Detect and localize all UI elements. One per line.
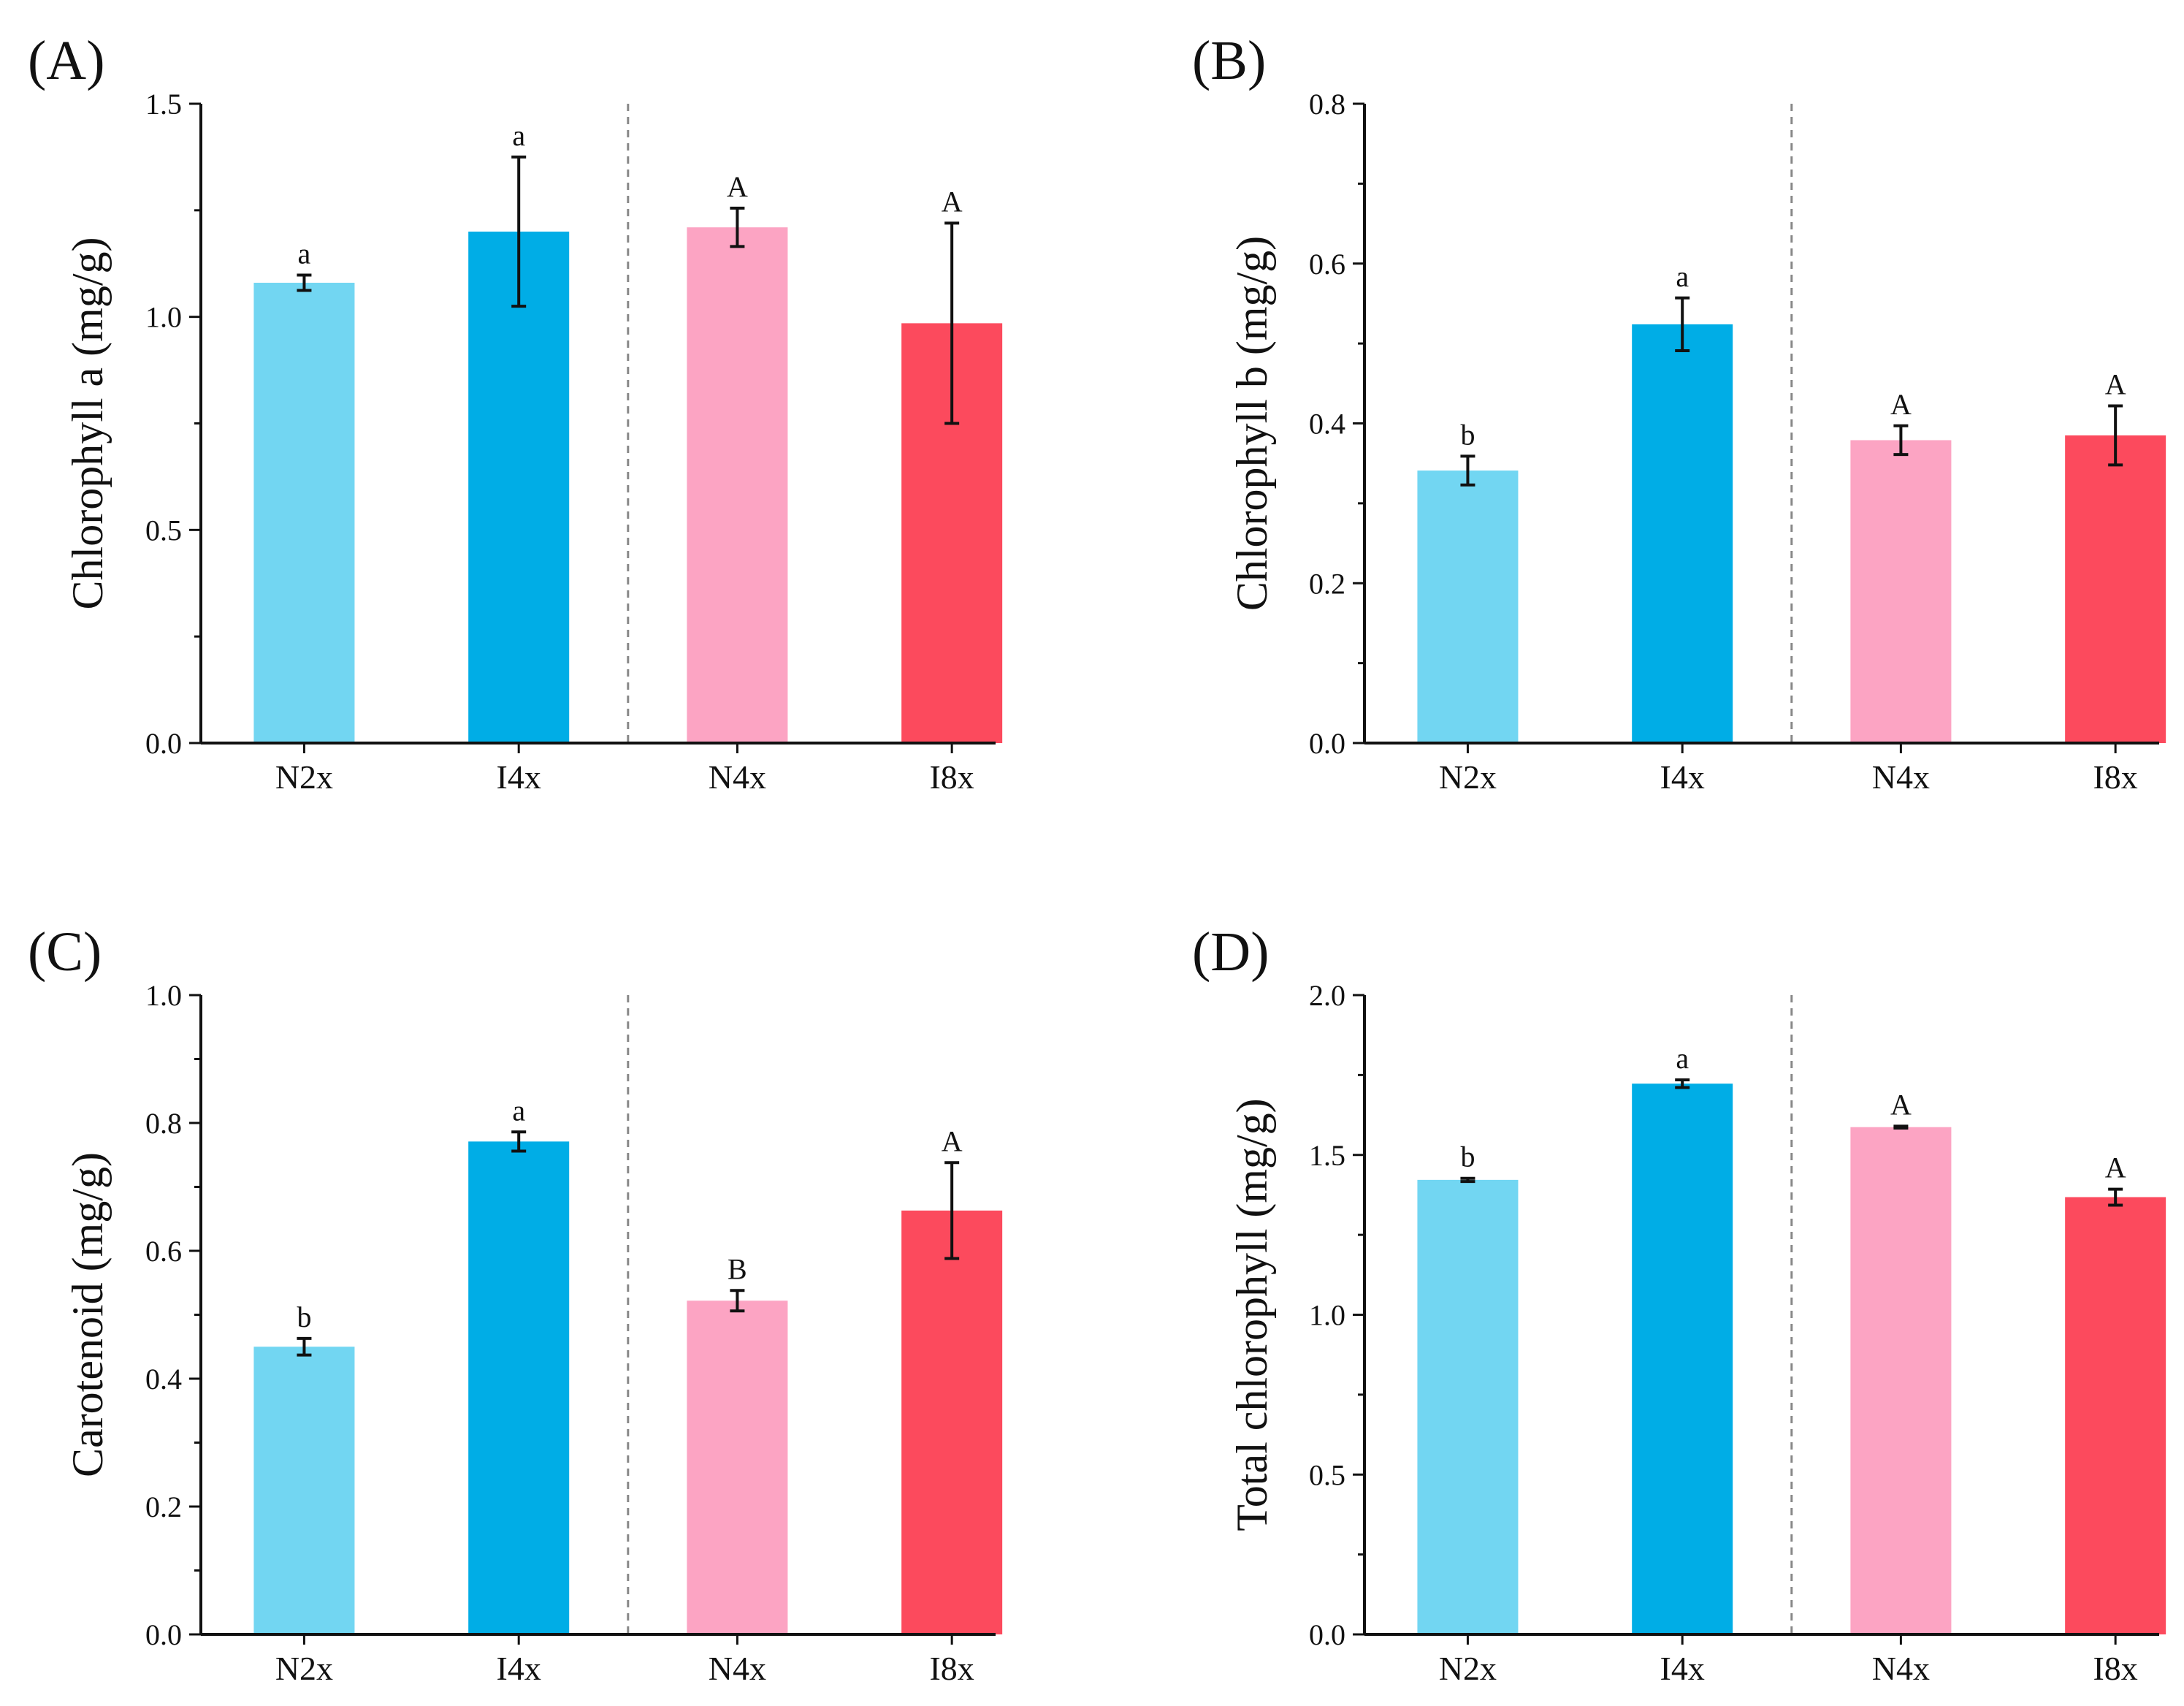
significance-label-I4x: a	[1676, 1042, 1689, 1075]
x-tick-label-N4x: N4x	[709, 758, 766, 796]
chart-panel-4: (D) Total chlorophyll (mg/g) b N2x a I4x A N4x A…	[1192, 921, 2166, 1687]
y-tick-label: 1.0	[1309, 1299, 1345, 1332]
x-tick-label-N2x: N2x	[275, 758, 333, 796]
x-tick-label-I8x: I8x	[2093, 758, 2137, 796]
x-tick-label-N2x: N2x	[1439, 1650, 1497, 1687]
y-axis-title: Chlorophyll b (mg/g)	[1228, 236, 1276, 611]
bar-I4x	[468, 1141, 570, 1634]
bar-N2x	[253, 1347, 355, 1634]
panel-label: (A)	[28, 30, 105, 91]
x-tick-label-N2x: N2x	[275, 1650, 333, 1687]
significance-label-I4x: a	[512, 119, 525, 152]
chart-panel-2: (B) Chlorophyll b (mg/g) b N2x a I4x A N4x A I8x 0…	[1192, 30, 2166, 796]
y-tick-label: 0.8	[145, 1107, 182, 1140]
bar-I8x	[2065, 435, 2166, 743]
y-tick-label: 0.5	[145, 514, 182, 547]
y-tick-label: 2.0	[1309, 979, 1345, 1012]
x-tick-label-I8x: I8x	[2093, 1650, 2137, 1687]
y-tick-label: 1.0	[145, 301, 182, 334]
x-tick-label-I8x: I8x	[929, 758, 974, 796]
x-tick-label-I4x: I4x	[1660, 1650, 1705, 1687]
y-tick-label: 0.6	[145, 1235, 182, 1268]
bar-I4x	[1632, 1084, 1733, 1634]
bar-N2x	[253, 283, 355, 743]
bar-I4x	[1632, 324, 1733, 743]
bar-I4x	[468, 232, 570, 743]
chart-panel-3: (C) Carotenoid (mg/g) b N2x a I4x B N4x A I8x 0.0 0…	[28, 921, 1003, 1687]
y-tick-label: 0.0	[1309, 727, 1345, 760]
significance-label-I8x: A	[942, 1124, 963, 1157]
significance-label-N4x: A	[1890, 1088, 1912, 1121]
bar-N4x	[1850, 440, 1952, 743]
significance-label-N4x: B	[728, 1252, 747, 1285]
y-tick-label: 0.2	[1309, 567, 1345, 600]
significance-label-I8x: A	[942, 185, 963, 218]
significance-label-I8x: A	[2105, 368, 2126, 400]
y-tick-label: 0.6	[1309, 248, 1345, 281]
significance-label-I4x: a	[1676, 260, 1689, 293]
significance-label-N2x: b	[1460, 1140, 1475, 1173]
significance-label-N4x: A	[1890, 388, 1912, 421]
y-tick-label: 0.0	[145, 1618, 182, 1651]
y-tick-label: 0.4	[145, 1363, 182, 1395]
significance-label-N2x: b	[1460, 418, 1475, 451]
bar-N4x	[687, 227, 788, 744]
x-tick-label-N2x: N2x	[1439, 758, 1497, 796]
x-tick-label-I4x: I4x	[497, 758, 541, 796]
x-tick-label-N4x: N4x	[1872, 758, 1930, 796]
x-tick-label-I4x: I4x	[1660, 758, 1705, 796]
y-tick-label: 0.4	[1309, 408, 1345, 441]
panel-label: (C)	[28, 921, 102, 983]
y-axis-title: Chlorophyll a (mg/g)	[64, 237, 112, 610]
panel-label: (D)	[1192, 921, 1269, 983]
significance-label-N2x: b	[297, 1301, 311, 1333]
chart-panel-1: (A) Chlorophyll a (mg/g) a N2x a I4x A N4x A I8x 0…	[28, 30, 1003, 796]
significance-label-I8x: A	[2105, 1151, 2126, 1184]
y-tick-label: 1.5	[145, 88, 182, 121]
significance-label-N2x: a	[298, 237, 311, 270]
y-axis-title: Total chlorophyll (mg/g)	[1228, 1098, 1276, 1531]
bar-I8x	[901, 1210, 1003, 1634]
bar-N2x	[1417, 471, 1519, 743]
bar-I8x	[2065, 1197, 2166, 1634]
y-tick-label: 0.0	[145, 727, 182, 760]
bar-N4x	[1850, 1127, 1952, 1634]
y-tick-label: 0.2	[145, 1490, 182, 1523]
significance-label-N4x: A	[727, 170, 748, 203]
y-tick-label: 0.8	[1309, 88, 1345, 121]
y-tick-label: 0.0	[1309, 1618, 1345, 1651]
x-tick-label-I8x: I8x	[929, 1650, 974, 1687]
y-tick-label: 0.5	[1309, 1458, 1345, 1491]
y-axis-title: Carotenoid (mg/g)	[64, 1152, 112, 1477]
x-tick-label-N4x: N4x	[709, 1650, 766, 1687]
significance-label-I4x: a	[512, 1094, 525, 1127]
panel-label: (B)	[1192, 30, 1266, 91]
bar-N4x	[687, 1301, 788, 1634]
y-tick-label: 1.5	[1309, 1139, 1345, 1172]
y-tick-label: 1.0	[145, 979, 182, 1012]
x-tick-label-N4x: N4x	[1872, 1650, 1930, 1687]
bar-N2x	[1417, 1179, 1519, 1634]
x-tick-label-I4x: I4x	[497, 1650, 541, 1687]
